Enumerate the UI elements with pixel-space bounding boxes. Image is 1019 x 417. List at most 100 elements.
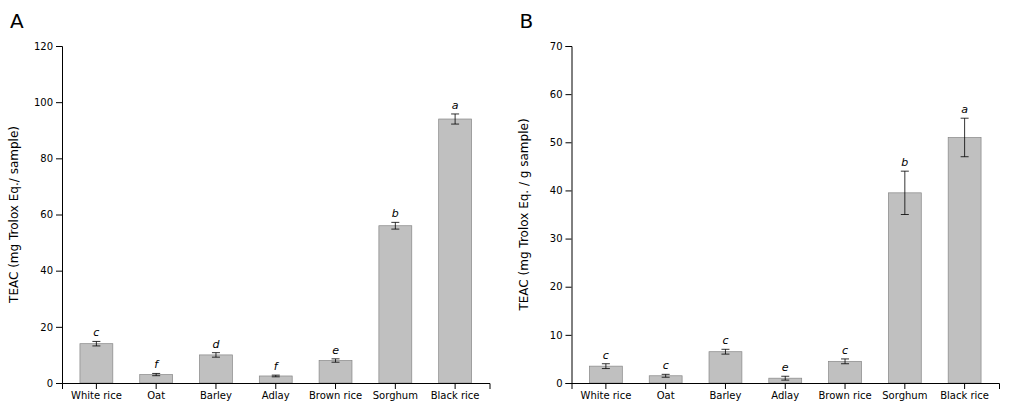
- x-tick: Adlay: [771, 383, 799, 401]
- tick-label: Oat: [657, 390, 675, 401]
- tick-label: Brown rice: [309, 390, 362, 401]
- bar: [829, 361, 862, 383]
- error-bar-stem: [964, 118, 965, 157]
- tick-mark: [395, 383, 396, 389]
- tick-label: 50: [550, 137, 563, 148]
- y-tick: 0: [47, 378, 62, 389]
- axis-line: [56, 47, 63, 384]
- error-bar-stem: [904, 171, 905, 214]
- tick-mark: [96, 383, 97, 389]
- error-bar-cap: [781, 380, 789, 381]
- tick-mark: [56, 158, 62, 159]
- tick-label: Adlay: [262, 390, 290, 401]
- bar: [589, 366, 622, 383]
- error-bar: [721, 349, 729, 354]
- tick-label: Sorghum: [373, 390, 418, 401]
- annotation: c: [603, 349, 609, 362]
- y-tick: 120: [34, 41, 62, 52]
- tick-label: 30: [550, 233, 563, 244]
- tick-label: 0: [47, 378, 53, 389]
- annotation: c: [842, 344, 848, 357]
- y-axis-title: TEAC (mg Trolox Eq./ sample): [7, 126, 21, 304]
- error-bar-cap: [662, 374, 670, 375]
- tick-mark: [56, 327, 62, 328]
- bar: [948, 137, 981, 383]
- tick-label: White rice: [580, 390, 631, 401]
- annotation: c: [663, 359, 669, 372]
- error-bar-stem: [665, 374, 666, 377]
- tick-mark: [56, 271, 62, 272]
- y-tick: 40: [40, 265, 62, 276]
- tick-mark: [566, 94, 572, 95]
- tick-mark: [56, 215, 62, 216]
- error-bar-cap: [662, 377, 670, 378]
- tick-label: 120: [34, 41, 53, 52]
- error-bar: [961, 118, 969, 157]
- bar: [379, 226, 412, 383]
- tick-mark: [56, 46, 62, 47]
- tick-label: 100: [34, 97, 53, 108]
- y-tick: 70: [550, 41, 572, 52]
- panel: 020406080100120White riceOatBarleyAdlayB…: [7, 9, 490, 401]
- y-tick: 10: [550, 330, 572, 341]
- tick-mark: [566, 46, 572, 47]
- error-bar-stem: [785, 376, 786, 380]
- tick-mark: [665, 383, 666, 389]
- error-bar-cap: [451, 124, 459, 125]
- annotation: e: [782, 361, 789, 374]
- error-bar: [662, 374, 670, 377]
- annotations: cfdfeba: [93, 99, 458, 373]
- x-tick: Oat: [657, 383, 675, 401]
- annotation: c: [722, 334, 728, 347]
- tick-label: 40: [40, 265, 53, 276]
- panel: 010203040506070White riceOatBarleyAdlayB…: [517, 9, 1000, 401]
- tick-label: Sorghum: [882, 390, 927, 401]
- y-tick: 60: [550, 89, 572, 100]
- error-bar: [212, 353, 220, 357]
- tick-label: White rice: [71, 390, 122, 401]
- x-tick: White rice: [71, 383, 122, 401]
- annotation: a: [452, 99, 459, 112]
- error-bar-stem: [335, 359, 336, 362]
- error-bar-stem: [605, 364, 606, 369]
- tick-mark: [964, 383, 965, 389]
- error-bar-cap: [961, 156, 969, 157]
- x-tick: Barley: [200, 383, 232, 401]
- error-bar: [92, 341, 100, 345]
- tick-mark: [566, 190, 572, 191]
- tick-label: 60: [550, 89, 563, 100]
- x-tick: Sorghum: [882, 383, 927, 401]
- annotation: b: [392, 207, 399, 220]
- error-bar-cap: [391, 222, 399, 223]
- error-bar-cap: [212, 352, 220, 353]
- y-tick: 60: [40, 209, 62, 220]
- error-bar-cap: [721, 349, 729, 350]
- y-axis-title: TEAC (mg Trolox Eq. / g sample): [517, 118, 531, 311]
- bar: [259, 376, 292, 383]
- annotations: cccecba: [603, 103, 968, 374]
- annotation: b: [901, 156, 908, 169]
- error-bar-stem: [455, 114, 456, 124]
- tick-mark: [215, 383, 216, 389]
- y-tick: 20: [40, 322, 62, 333]
- x-axis: White riceOatBarleyAdlayBrown riceSorghu…: [572, 383, 1000, 401]
- tick-label: Brown rice: [818, 390, 871, 401]
- tick-mark: [56, 383, 62, 384]
- error-bar-cap: [451, 113, 459, 114]
- error-bar-cap: [961, 118, 969, 119]
- y-tick: 40: [550, 185, 572, 196]
- y-tick: 0: [556, 378, 571, 389]
- tick-label: Adlay: [771, 390, 799, 401]
- axis-line: [566, 47, 573, 384]
- error-bar-cap: [152, 375, 160, 376]
- error-bar-stem: [96, 341, 97, 345]
- error-bar: [272, 375, 280, 377]
- x-tick: Brown rice: [309, 383, 362, 401]
- error-bar-cap: [272, 375, 280, 376]
- error-bar-cap: [152, 373, 160, 374]
- tick-mark: [566, 383, 572, 384]
- axis-line: [63, 384, 491, 390]
- bar: [140, 375, 173, 383]
- tick-label: 70: [550, 41, 563, 52]
- error-bar-stem: [395, 222, 396, 229]
